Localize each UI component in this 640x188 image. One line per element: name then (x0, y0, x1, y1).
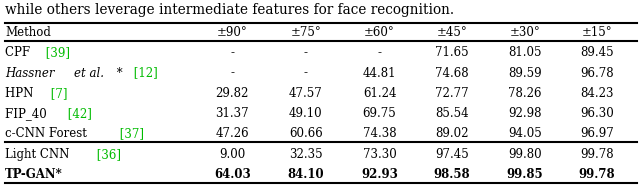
Text: Method: Method (5, 26, 51, 39)
Text: while others leverage intermediate features for face recognition.: while others leverage intermediate featu… (5, 3, 454, 17)
Text: 85.54: 85.54 (435, 107, 468, 120)
Text: 96.97: 96.97 (580, 127, 614, 140)
Text: ±60°: ±60° (364, 26, 395, 39)
Text: 84.10: 84.10 (287, 168, 324, 181)
Text: 89.59: 89.59 (508, 67, 541, 80)
Text: 81.05: 81.05 (508, 46, 541, 59)
Text: 47.57: 47.57 (289, 87, 323, 100)
Text: 64.03: 64.03 (214, 168, 251, 181)
Text: 99.80: 99.80 (508, 148, 541, 161)
Text: 44.81: 44.81 (363, 67, 396, 80)
Text: 94.05: 94.05 (508, 127, 541, 140)
Text: 60.66: 60.66 (289, 127, 323, 140)
Text: 96.30: 96.30 (580, 107, 614, 120)
Text: CPF: CPF (5, 46, 34, 59)
Text: [36]: [36] (93, 148, 121, 161)
Text: *: * (113, 67, 126, 80)
Text: 78.26: 78.26 (508, 87, 541, 100)
Text: 99.85: 99.85 (506, 168, 543, 181)
Text: [37]: [37] (116, 127, 143, 140)
Text: c-CNN Forest: c-CNN Forest (5, 127, 91, 140)
Text: ±90°: ±90° (217, 26, 248, 39)
Text: Hassner: Hassner (5, 67, 58, 80)
Text: 74.68: 74.68 (435, 67, 468, 80)
Text: 98.58: 98.58 (433, 168, 470, 181)
Text: 73.30: 73.30 (363, 148, 396, 161)
Text: TP-GAN*: TP-GAN* (5, 168, 63, 181)
Text: -: - (304, 67, 308, 80)
Text: HPN: HPN (5, 87, 37, 100)
Text: 29.82: 29.82 (216, 87, 249, 100)
Text: 72.77: 72.77 (435, 87, 468, 100)
Text: [42]: [42] (64, 107, 92, 120)
Text: 92.98: 92.98 (508, 107, 541, 120)
Text: 89.02: 89.02 (435, 127, 468, 140)
Text: [39]: [39] (42, 46, 70, 59)
Text: ±45°: ±45° (436, 26, 467, 39)
Text: 89.45: 89.45 (580, 46, 614, 59)
Text: -: - (304, 46, 308, 59)
Text: -: - (230, 67, 234, 80)
Text: 96.78: 96.78 (580, 67, 614, 80)
Text: 61.24: 61.24 (363, 87, 396, 100)
Text: 31.37: 31.37 (216, 107, 249, 120)
Text: 84.23: 84.23 (580, 87, 614, 100)
Text: [7]: [7] (47, 87, 67, 100)
Text: -: - (378, 46, 381, 59)
Text: 47.26: 47.26 (216, 127, 249, 140)
Text: 49.10: 49.10 (289, 107, 323, 120)
Text: 71.65: 71.65 (435, 46, 468, 59)
Text: 74.38: 74.38 (363, 127, 396, 140)
Text: 32.35: 32.35 (289, 148, 323, 161)
Text: [12]: [12] (130, 67, 157, 80)
Text: 99.78: 99.78 (580, 148, 614, 161)
Text: Light CNN: Light CNN (5, 148, 73, 161)
Text: et al.: et al. (74, 67, 104, 80)
Text: 97.45: 97.45 (435, 148, 468, 161)
Text: ±30°: ±30° (509, 26, 540, 39)
Text: 92.93: 92.93 (361, 168, 398, 181)
Text: 69.75: 69.75 (363, 107, 396, 120)
Text: FIP_40: FIP_40 (5, 107, 51, 120)
Text: 99.78: 99.78 (579, 168, 616, 181)
Text: 9.00: 9.00 (219, 148, 246, 161)
Text: ±15°: ±15° (582, 26, 612, 39)
Text: -: - (230, 46, 234, 59)
Text: ±75°: ±75° (291, 26, 321, 39)
